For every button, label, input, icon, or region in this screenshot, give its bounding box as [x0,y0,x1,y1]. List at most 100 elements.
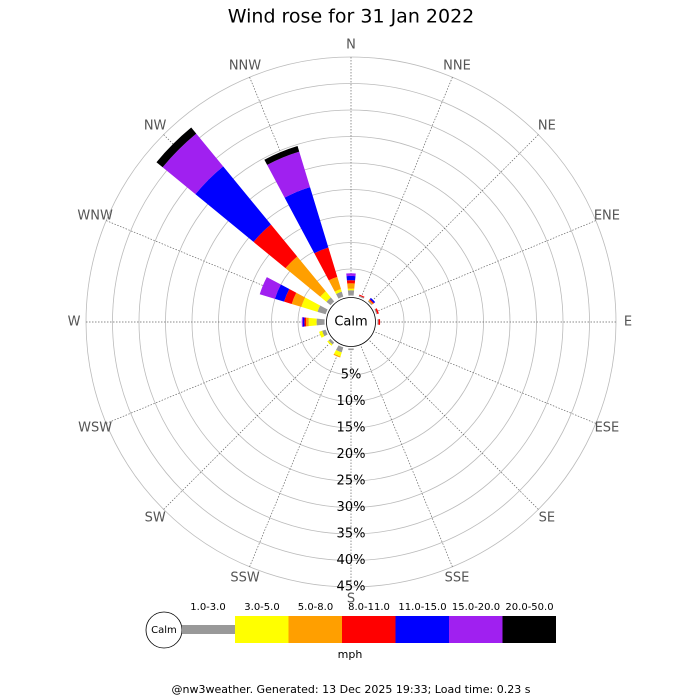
sector [305,317,309,327]
spoke [249,346,342,567]
sector [328,276,341,292]
sector [304,317,307,327]
direction-label: NNE [443,59,471,74]
direction-label: W [68,315,81,330]
direction-label: NE [538,119,556,134]
sector [320,291,331,302]
sector [326,297,335,306]
spoke [375,220,596,313]
spoke [163,340,333,510]
direction-label: NNW [229,59,261,74]
direction-label: ESE [595,421,620,436]
chart-title: Wind rose for 31 Jan 2022 [228,6,475,28]
sector [369,297,376,304]
direction-label: N [346,38,356,53]
sector [259,277,281,299]
spoke [360,77,453,298]
r-tick-label: 15% [337,421,366,436]
calm-circle [326,297,376,347]
sector [368,299,374,305]
sector [375,308,379,314]
direction-label: WNW [77,208,113,223]
sector [333,353,341,358]
r-tick-label: 25% [337,474,366,489]
sector [302,317,305,327]
legend-swatch [342,616,396,643]
sector [346,280,356,284]
r-tick-label: 45% [337,580,366,595]
legend-title: mph [338,648,363,661]
sector [346,273,356,277]
sector [334,289,342,294]
direction-label: SSW [230,570,260,585]
legend-calm-label: Calm [151,625,177,636]
spoke [369,134,539,304]
ring [297,268,405,376]
direction-label: NW [144,119,167,134]
sector [369,299,374,304]
legend-label: 8.0-11.0 [348,602,390,613]
legend-swatch [395,616,449,643]
legend-label: 11.0-15.0 [398,602,446,613]
sector [328,338,335,345]
sector [347,283,355,289]
sector [253,224,298,269]
r-tick-label: 20% [337,447,366,462]
legend-swatch [235,616,289,643]
legend-label: 3.0-5.0 [244,602,279,613]
legend-swatch [449,616,503,643]
sector [346,275,356,281]
sector [358,295,364,299]
sector [336,291,344,299]
sector [374,309,378,315]
sector [336,345,344,353]
calm-label: Calm [334,315,367,330]
direction-label: SSE [445,570,470,585]
direction-label: S [347,592,355,607]
sector [291,292,306,307]
sector [264,146,300,165]
spoke [369,340,539,510]
legend-label: 5.0-8.0 [298,602,333,613]
sector [377,319,379,325]
r-tick-label: 40% [337,553,366,568]
sector [327,340,333,346]
spoke [375,331,596,424]
direction-label: SE [539,510,555,525]
legend-swatch [288,616,342,643]
spoke [106,331,327,424]
direction-label: SW [145,510,166,525]
sector [317,305,328,315]
sector [314,247,338,281]
sector [284,187,329,254]
r-tick-label: 35% [337,527,366,542]
sector [156,127,197,168]
legend-swatch [502,616,556,643]
ring [112,83,590,561]
sector [267,151,311,198]
sector [347,290,355,296]
spoke [360,346,453,567]
sector [334,350,342,357]
sector [319,330,325,338]
footer: @nw3weather. Generated: 13 Dec 2025 19:3… [172,683,531,696]
sector [308,317,317,327]
legend-label: 15.0-20.0 [452,602,500,613]
sector [378,319,381,325]
sector [285,256,326,297]
sector [284,289,297,304]
sector [274,284,290,302]
r-tick-label: 10% [337,394,366,409]
sector [359,294,365,298]
sector [162,133,224,195]
direction-label: E [624,315,632,330]
sector [301,317,304,327]
direction-label: WSW [78,421,112,436]
legend-label: 1.0-3.0 [190,602,225,613]
direction-label: ENE [594,208,620,223]
ring [271,242,431,402]
sector [301,297,321,312]
sector [348,348,354,351]
r-tick-label: 5% [341,368,362,383]
